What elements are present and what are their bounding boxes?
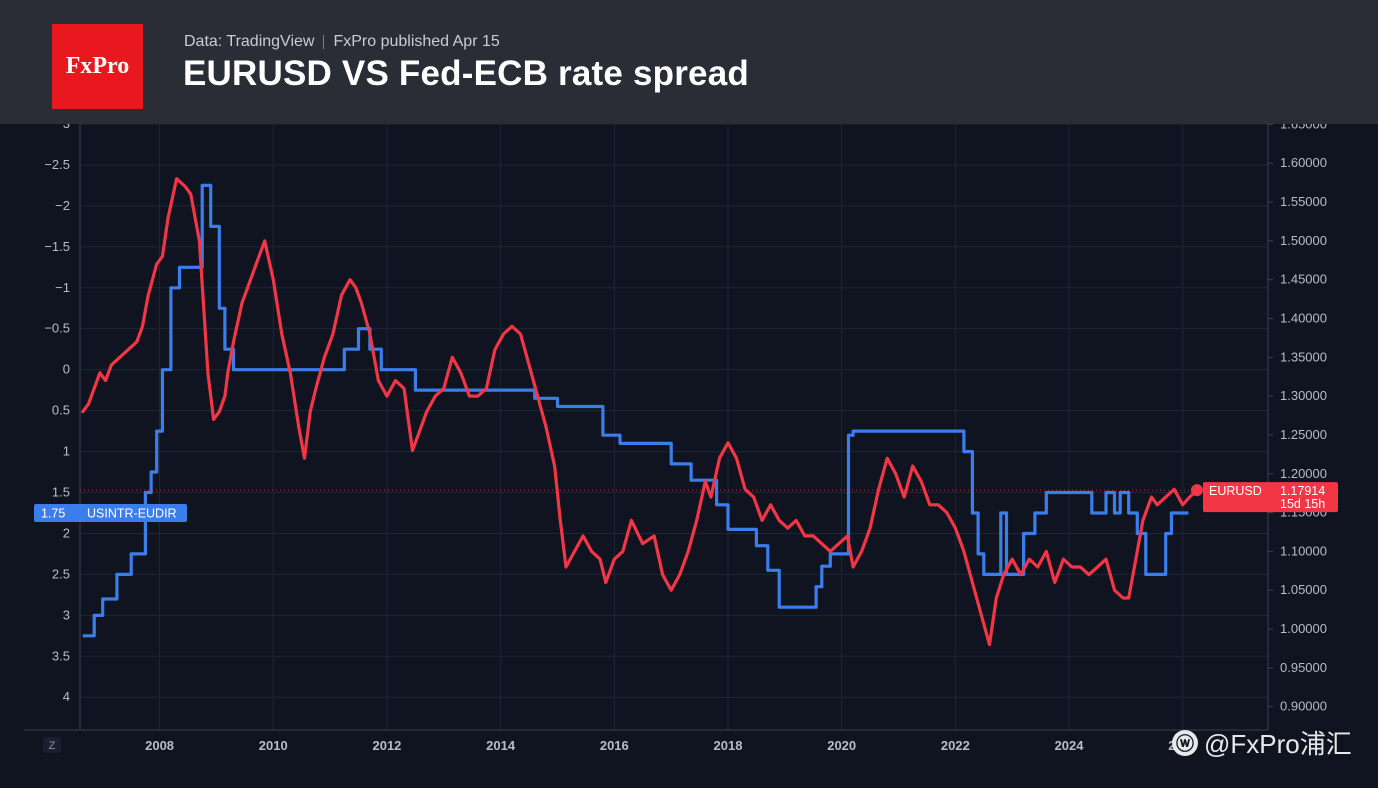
x-tick-label: 2020: [827, 738, 856, 753]
right-tick-label: 1.05000: [1280, 582, 1327, 597]
z-button-bg: [43, 737, 61, 753]
series-lines: [80, 177, 1268, 647]
spread-value-tag: [34, 503, 187, 522]
left-tick-label: 0: [63, 362, 70, 377]
right-tick-label: 1.35000: [1280, 349, 1327, 364]
left-tick-label: 1: [63, 444, 70, 459]
rate-spread-line: [82, 183, 1189, 638]
x-tick-label: 2016: [600, 738, 629, 753]
right-tick-label: 1.00000: [1280, 621, 1327, 636]
right-tick-label: 1.65000: [1280, 124, 1327, 131]
right-tick-label: 0.90000: [1280, 699, 1327, 714]
weibo-icon: ⓦ: [1172, 729, 1198, 756]
left-tick-label: −2: [55, 198, 70, 213]
x-tick-label: 2012: [372, 738, 401, 753]
x-tick-label: 2024: [1055, 738, 1085, 753]
x-tick-label: 2010: [259, 738, 288, 753]
axes: [24, 124, 1273, 753]
chart-title: EURUSD VS Fed-ECB rate spread: [183, 54, 749, 93]
right-tick-label: 1.20000: [1280, 466, 1327, 481]
eurusd-tag-countdown: 15d 15h: [1280, 497, 1325, 511]
x-tick-label: 2008: [145, 738, 174, 753]
eurusd-line: [81, 177, 1199, 647]
right-tick-label: 0.95000: [1280, 660, 1327, 675]
spread-tag-value: 1.75: [41, 506, 65, 520]
watermark-text: @FxPro浦汇: [1204, 729, 1352, 759]
eurusd-last-point: [1190, 484, 1203, 497]
right-tick-label: 1.60000: [1280, 155, 1327, 170]
left-tick-label: 3.5: [52, 648, 70, 663]
header-bar: FxPro Data: TradingView FxPro published …: [0, 0, 1378, 124]
left-tick-label: 4: [63, 689, 70, 704]
right-tick-label: 1.45000: [1280, 272, 1327, 287]
left-tick-label: 2.5: [52, 566, 70, 581]
source-line: Data: TradingView FxPro published Apr 15: [184, 33, 500, 51]
right-tick-label: 1.55000: [1280, 194, 1327, 209]
x-tick-label: 2018: [714, 738, 743, 753]
eurusd-tag-value: 1.17914: [1280, 484, 1325, 498]
left-tick-label: 0.5: [52, 403, 70, 418]
left-tick-label: 3: [63, 607, 70, 622]
left-tick-label: −1.5: [44, 239, 70, 254]
right-tick-label: 1.10000: [1280, 543, 1327, 558]
tick-labels: −3 −2.5 −2 −1.5 −1 −0.5 0 0.5 1 1.5 2 2.5 3 3.5 4 2008 2…: [44, 124, 1327, 753]
grid-lines: [80, 124, 1268, 730]
data-source: Data: TradingView: [184, 33, 315, 50]
left-tick-label: 2: [63, 525, 70, 540]
watermark: ⓦ @FxPro浦汇: [1172, 724, 1352, 761]
x-tick-label: 2014: [486, 738, 516, 753]
left-tick-label: −2.5: [44, 157, 70, 172]
left-tick-label: 1.5: [52, 485, 70, 500]
x-tick-label: 2022: [941, 738, 970, 753]
eurusd-tag-name: EURUSD: [1209, 484, 1262, 498]
right-tick-label: 1.25000: [1280, 427, 1327, 442]
left-tick-label: −3: [55, 124, 70, 131]
right-tick-label: 1.40000: [1280, 310, 1327, 325]
z-label: Z: [49, 740, 56, 752]
published-info: FxPro published Apr 15: [333, 33, 500, 50]
chart-area: −3 −2.5 −2 −1.5 −1 −0.5 0 0.5 1 1.5 2 2.5 3 3.5 4 2008 2…: [24, 124, 1338, 753]
left-tick-label: −1: [55, 280, 70, 295]
right-tick-label: 1.50000: [1280, 233, 1327, 248]
eurusd-value-tag: [1203, 482, 1338, 513]
spread-tag-name: USINTR-EUDIR: [87, 506, 177, 520]
fxpro-logo: FxPro: [52, 24, 143, 109]
right-tick-label: 1.30000: [1280, 388, 1327, 403]
logo-text: FxPro: [65, 53, 130, 79]
left-tick-label: −0.5: [44, 321, 70, 336]
source-separator: [323, 35, 325, 49]
